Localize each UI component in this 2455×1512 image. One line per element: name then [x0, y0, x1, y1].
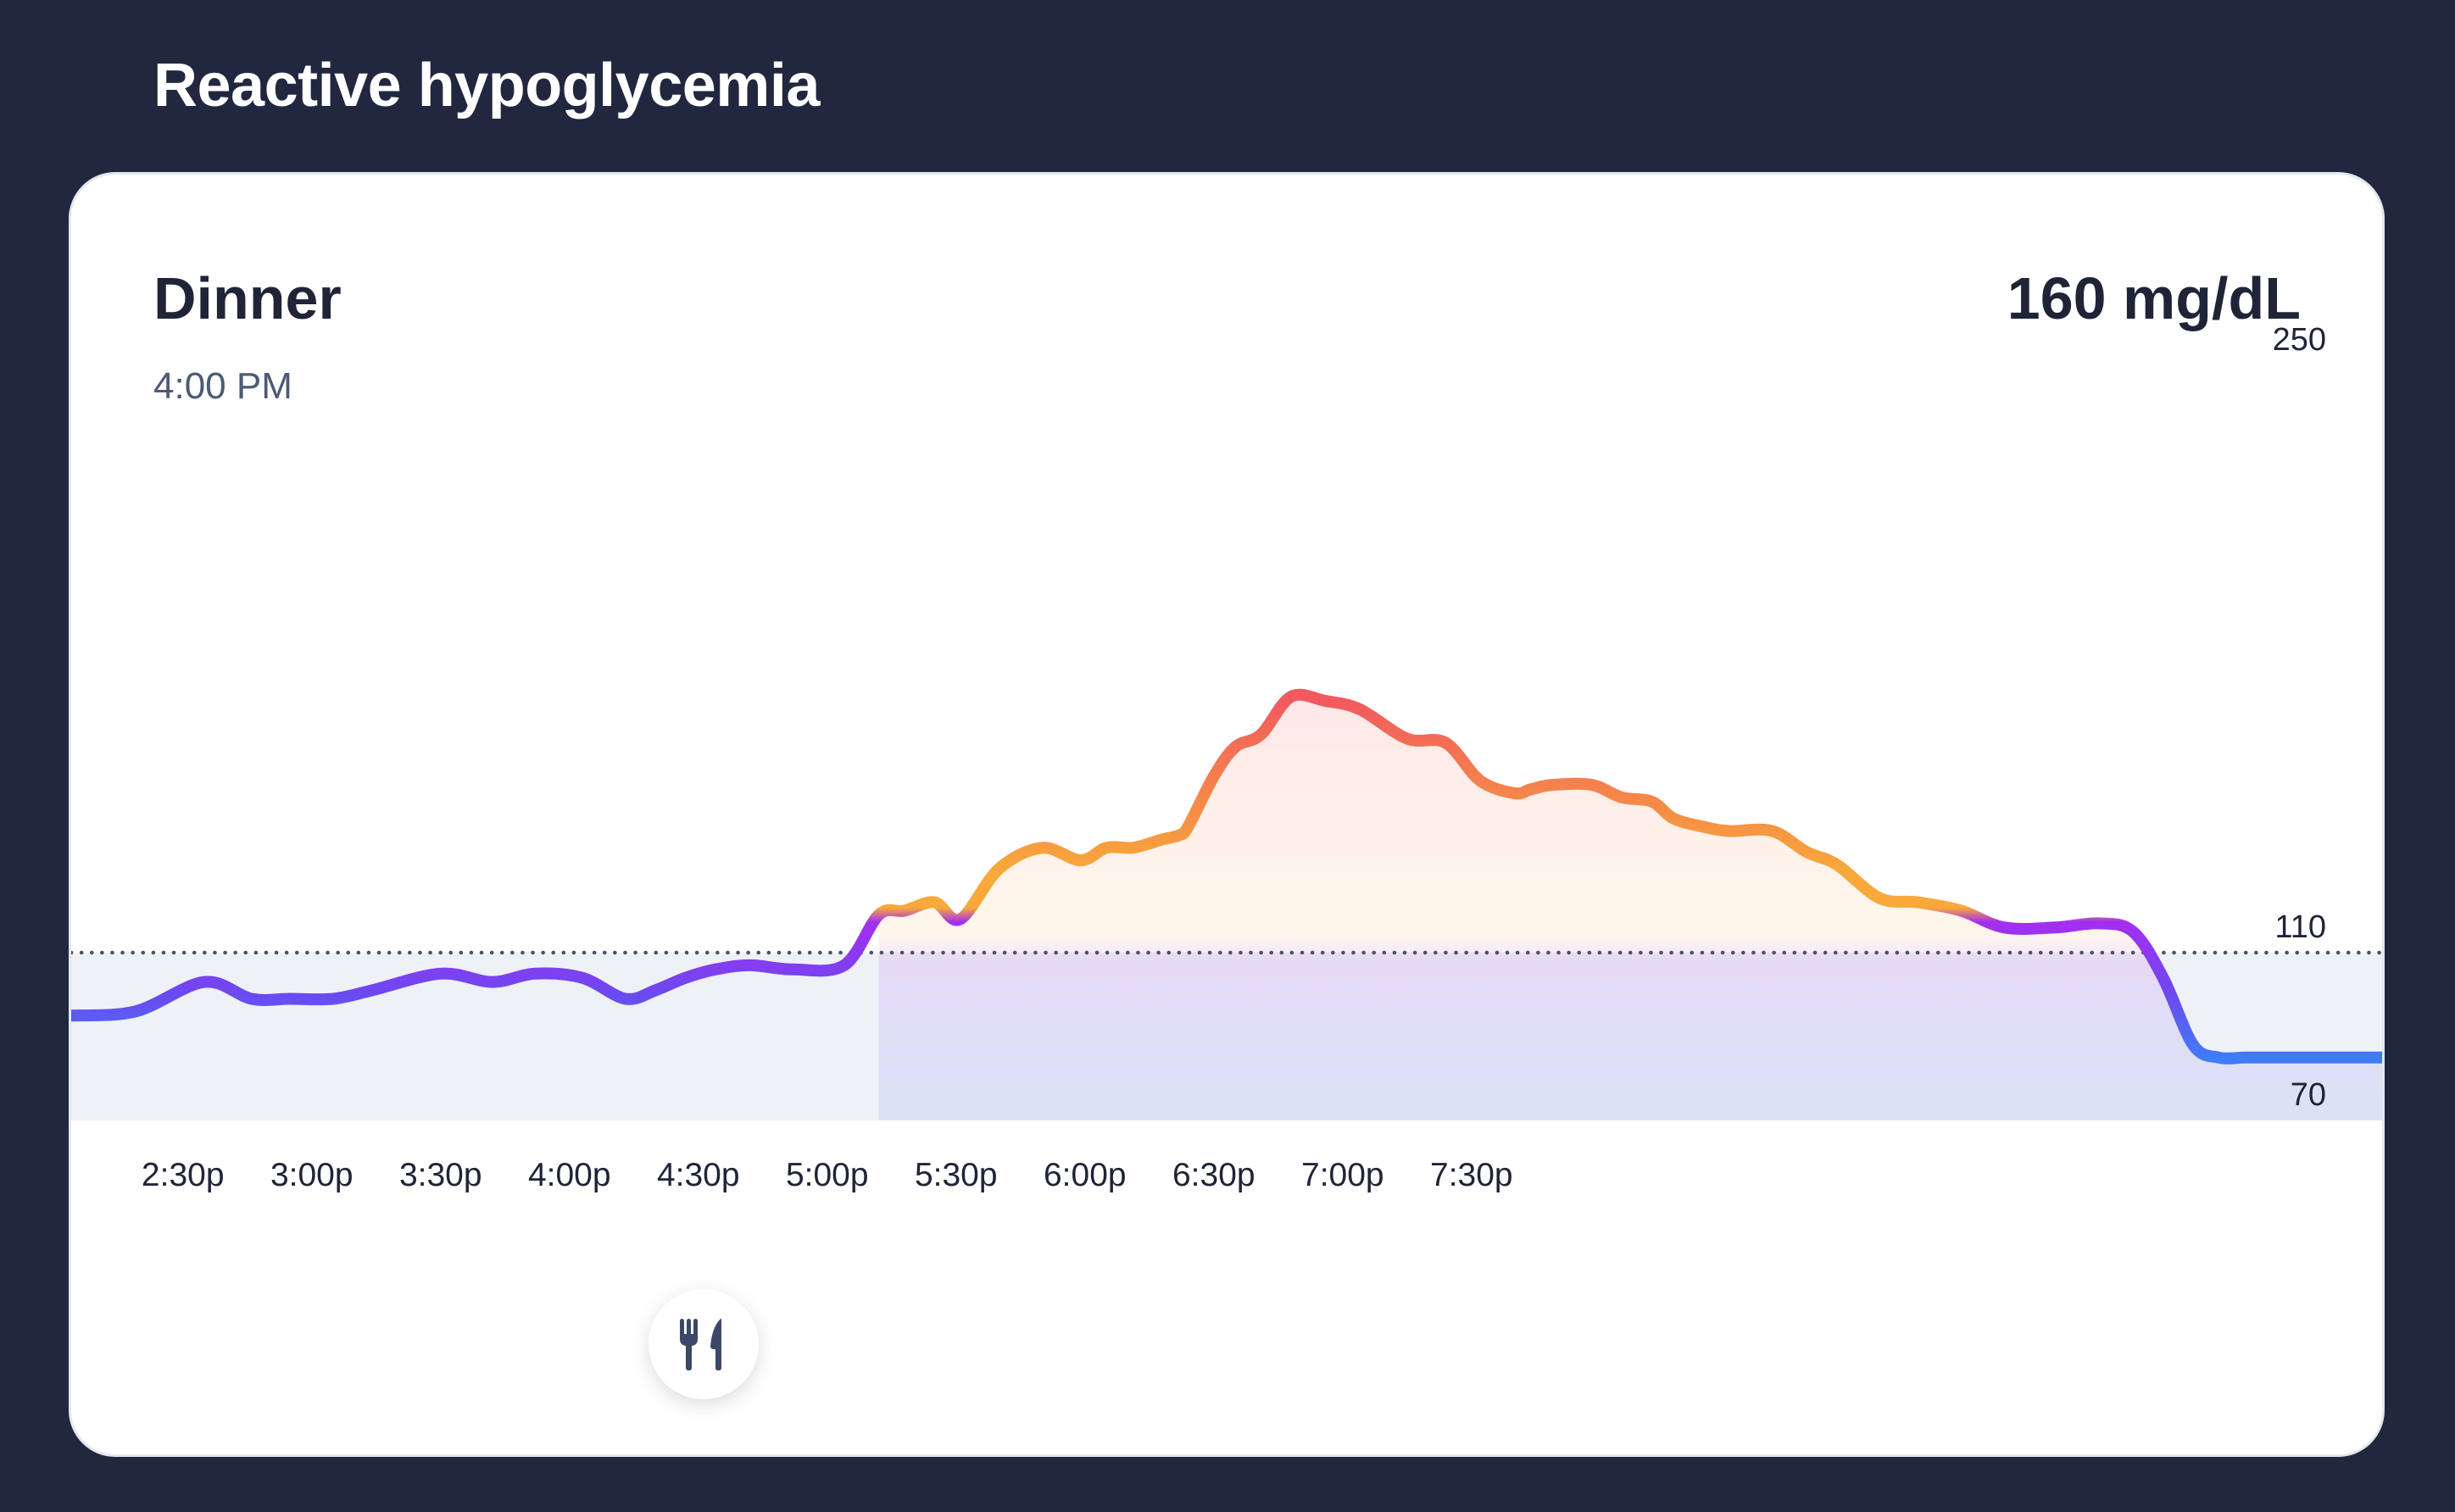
peak-glucose-value: 160 mg/dL	[2007, 265, 2301, 331]
x-tick-label: 5:00p	[786, 1157, 869, 1193]
x-tick-label: 4:30p	[657, 1157, 740, 1193]
fork-knife-icon	[680, 1318, 721, 1370]
page-title: Reactive hypoglycemia	[153, 52, 820, 120]
y-tick-label: 250	[2273, 322, 2326, 358]
y-tick-label: 70	[2291, 1077, 2326, 1113]
x-tick-label: 5:30p	[915, 1157, 998, 1193]
x-tick-label: 7:00p	[1301, 1157, 1384, 1193]
x-tick-label: 3:30p	[399, 1157, 482, 1193]
meal-marker-button[interactable]	[649, 1289, 759, 1399]
meal-time: 4:00 PM	[153, 365, 292, 407]
glucose-chart: 250 110 70 2:30p 3:00p 3:30p 4:00p 4:30p 5:00p 5:…	[71, 322, 2382, 1193]
post-meal-area	[878, 694, 2382, 1120]
x-tick-label: 6:30p	[1172, 1157, 1255, 1193]
x-tick-label: 7:30p	[1430, 1157, 1513, 1193]
meal-title: Dinner	[153, 265, 342, 331]
y-tick-label: 110	[2274, 909, 2326, 945]
x-tick-label: 6:00p	[1044, 1157, 1127, 1193]
x-tick-label: 2:30p	[142, 1157, 225, 1193]
x-tick-label: 3:00p	[270, 1157, 353, 1193]
glucose-line	[71, 688, 2382, 1065]
x-tick-label: 4:00p	[528, 1157, 611, 1193]
glucose-card: 250 110 70 2:30p 3:00p 3:30p 4:00p 4:30p 5:00p 5:…	[71, 175, 2382, 1454]
